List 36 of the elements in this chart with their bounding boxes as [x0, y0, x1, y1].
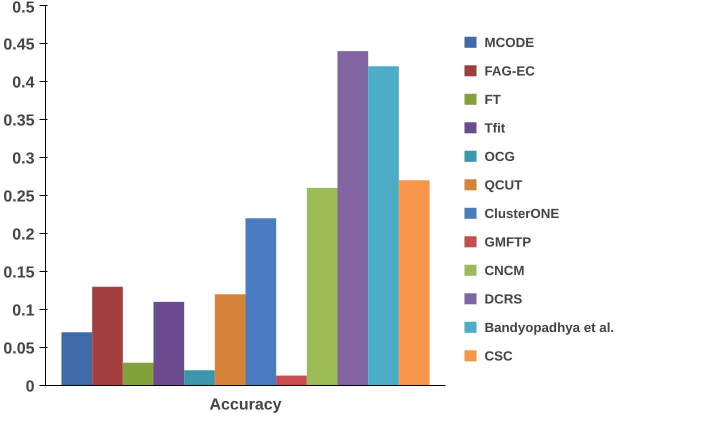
legend-label: DCRS: [484, 291, 522, 306]
x-tick-label: Accuracy: [209, 396, 282, 414]
bar: [214, 294, 246, 386]
legend-label: ClusterONE: [484, 206, 560, 221]
y-tick-label: 0.5: [12, 0, 35, 16]
bar: [338, 51, 368, 386]
legend-label: Tfit: [484, 120, 506, 136]
bar: [246, 218, 276, 386]
bar: [368, 66, 399, 386]
bar: [306, 188, 338, 386]
y-tick-label: 0.45: [3, 36, 35, 54]
legend-label: GMFTP: [484, 234, 532, 250]
bar: [398, 180, 430, 386]
legend-label: FT: [484, 92, 501, 107]
bar: [62, 332, 92, 386]
bar: [92, 286, 123, 386]
legend-label: CSC: [484, 348, 514, 364]
y-tick-label: 0.3: [12, 150, 35, 168]
y-tick-label: 0.4: [12, 74, 35, 92]
y-tick-label: 0.2: [12, 226, 35, 244]
y-tick-label: 0: [26, 378, 35, 396]
bar: [154, 302, 184, 386]
legend-label: FAG-EC: [484, 63, 536, 78]
legend-label: MCODE: [484, 34, 534, 50]
legend-label: QCUT: [484, 177, 522, 192]
bar: [276, 376, 307, 386]
legend-label: Bandyopadhya et al.: [484, 320, 614, 335]
y-tick-label: 0.25: [3, 188, 35, 206]
legend-label: CNCM: [484, 262, 524, 278]
y-tick-label: 0.1: [12, 302, 35, 320]
bar: [122, 362, 154, 386]
legend-label: OCG: [484, 148, 515, 164]
y-tick-label: 0.35: [3, 112, 35, 130]
y-tick-label: 0.15: [3, 264, 35, 282]
bar: [184, 370, 215, 386]
y-tick-label: 0.05: [3, 340, 35, 358]
